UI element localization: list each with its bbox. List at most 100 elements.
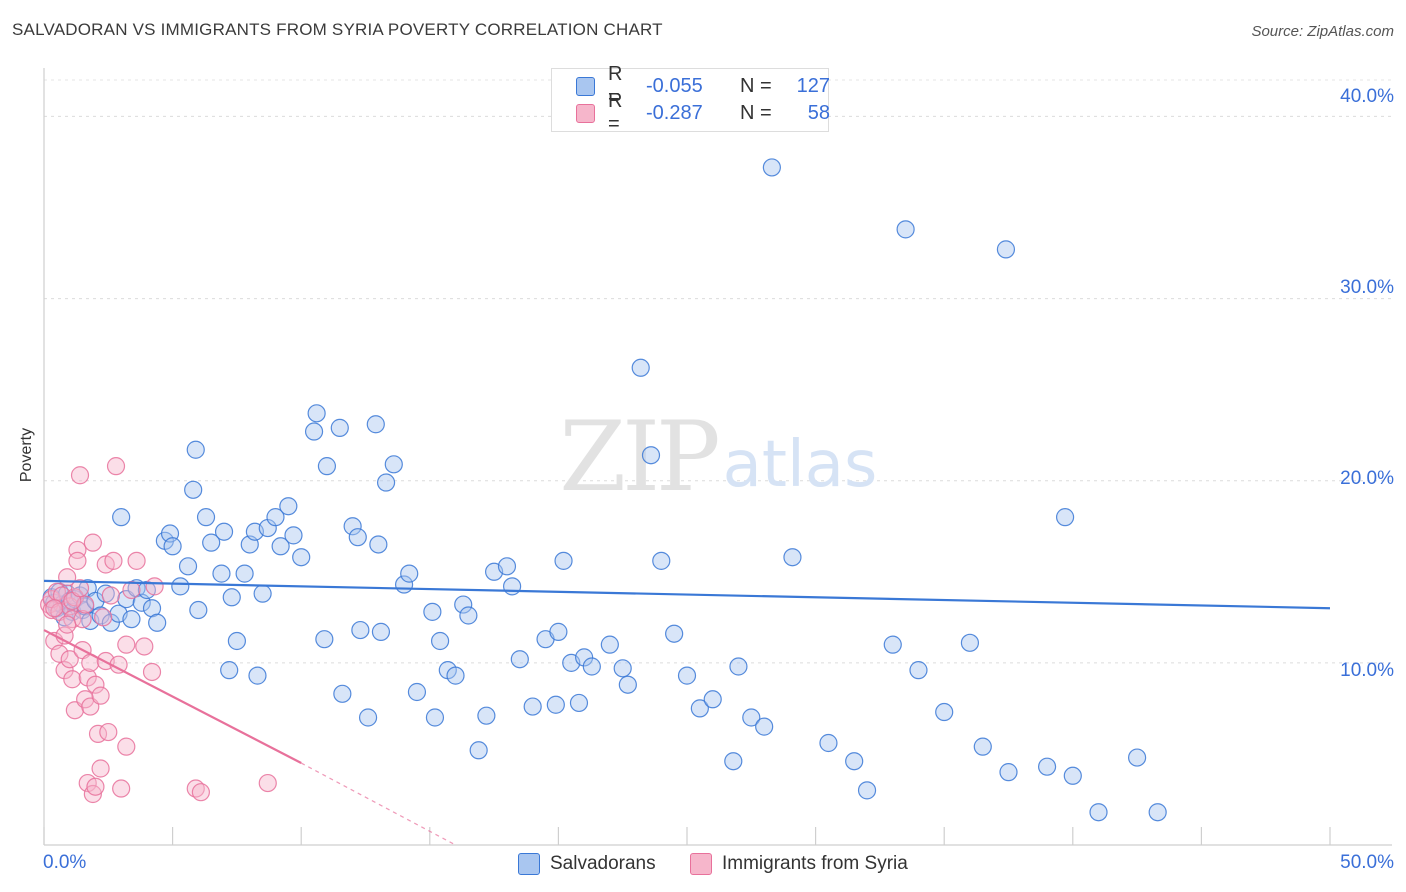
legend-r-label: R = (608, 90, 623, 135)
syria-point (99, 722, 118, 742)
salvadoran-point (212, 564, 231, 583)
salvadoran-point (641, 446, 661, 465)
salvadoran-point (446, 666, 465, 685)
legend-n-label: N = (740, 74, 772, 97)
salvadoran-point (227, 631, 246, 651)
salvadoran-point (369, 535, 388, 554)
salvadoran-point (253, 584, 272, 603)
salvadoran-point (549, 622, 568, 641)
salvadoran-point (845, 752, 864, 771)
salvadoran-point (304, 422, 324, 441)
salvadoran-point (523, 697, 542, 716)
salvadoran-point (503, 577, 522, 596)
syria-point (104, 551, 123, 570)
series-salvadorans (42, 158, 1167, 822)
salvadoran-point (469, 741, 488, 760)
salvadoran-point (122, 610, 141, 629)
salvadoran-point (1063, 766, 1082, 785)
salvadoran-point (112, 508, 131, 527)
salvadoran-point (575, 648, 594, 667)
y-tick-label: 40.0% (1340, 86, 1394, 107)
salvadoran-point (196, 508, 216, 527)
syria-point (63, 670, 82, 689)
syria-point (91, 686, 110, 705)
legend-series-label: Salvadorans (550, 853, 656, 874)
syria-point (94, 608, 113, 627)
salvadoran-point (510, 650, 529, 669)
salvadoran-point (1089, 803, 1108, 822)
syria-point (86, 777, 105, 796)
salvadoran-point (189, 600, 208, 620)
syria-point (70, 579, 90, 598)
salvadoran-point (333, 684, 352, 703)
syria-point (122, 580, 141, 600)
salvadoran-point (184, 480, 203, 499)
salvadoran-point (307, 404, 326, 423)
syria-point (145, 577, 164, 596)
salvadoran-point (600, 635, 619, 654)
salvadoran-point (454, 595, 473, 614)
salvadoran-point (330, 418, 349, 437)
salvadoran-point (91, 606, 110, 625)
salvadoran-point (652, 551, 671, 570)
salvadoran-point (618, 675, 637, 694)
syria-point (142, 662, 162, 682)
legend-r-value: -0.287 (646, 101, 703, 124)
trend-line-syria-extension (300, 762, 456, 846)
salvadoran-point (235, 564, 254, 583)
salvadoran-point (569, 693, 589, 713)
salvadoran-point (459, 606, 478, 625)
salvadoran-point (214, 522, 234, 541)
salvadoran-point (546, 695, 565, 714)
salvadoran-point (1127, 748, 1147, 767)
salvadoran-point (819, 733, 838, 753)
salvadoran-point (554, 551, 573, 570)
salvadoran-point (407, 682, 427, 702)
legend-n-value: 127 (796, 74, 830, 97)
salvadoran-point (1148, 803, 1167, 822)
salvadoran-point (755, 717, 774, 736)
salvadoran-point (376, 473, 396, 492)
salvadoran-point (358, 708, 378, 727)
svg-text:atlas: atlas (723, 428, 878, 502)
x-tick-label-min: 0.0% (43, 852, 87, 873)
legend-row-syria: R = -0.287 N = 58 (576, 90, 830, 135)
salvadoran-point (677, 666, 697, 685)
salvadoran-point (1055, 508, 1075, 527)
salvadoran-point (425, 708, 445, 727)
syria-point (86, 675, 105, 694)
salvadoran-point (284, 526, 303, 545)
salvadoran-point (186, 440, 205, 459)
syria-point (83, 533, 102, 552)
trend-lines (43, 579, 1331, 846)
salvadoran-point (222, 588, 241, 607)
salvadoran-point (248, 666, 267, 685)
salvadoran-point (279, 497, 298, 516)
legend-swatch-blue (518, 853, 540, 875)
x-tick-label-max: 50.0% (1340, 852, 1394, 873)
legend-swatch-pink (690, 853, 712, 875)
salvadoran-point (178, 557, 198, 576)
syria-point (78, 668, 97, 687)
salvadoran-point (202, 533, 221, 552)
syria-point (58, 615, 77, 634)
watermark: ZIP atlas (559, 401, 877, 513)
salvadoran-point (348, 528, 367, 547)
salvadoran-point (366, 415, 385, 434)
trend-line-syria (43, 629, 302, 765)
salvadoran-point (220, 661, 239, 680)
y-tick-label: 10.0% (1340, 660, 1394, 681)
correlation-legend: R = -0.055 N = 127 R = -0.287 N = 58 (551, 63, 830, 135)
salvadoran-point (1037, 757, 1057, 776)
salvadoran-point (423, 602, 442, 621)
salvadoran-point (729, 657, 748, 676)
salvadoran-point (613, 659, 632, 678)
salvadoran-point (909, 661, 928, 680)
trend-line-salvadorans (43, 579, 1331, 610)
salvadoran-point (973, 737, 992, 756)
legend-n-label: N = (740, 101, 772, 124)
salvadoran-point (742, 708, 761, 727)
syria-point (191, 783, 210, 802)
salvadoran-point (163, 537, 182, 556)
